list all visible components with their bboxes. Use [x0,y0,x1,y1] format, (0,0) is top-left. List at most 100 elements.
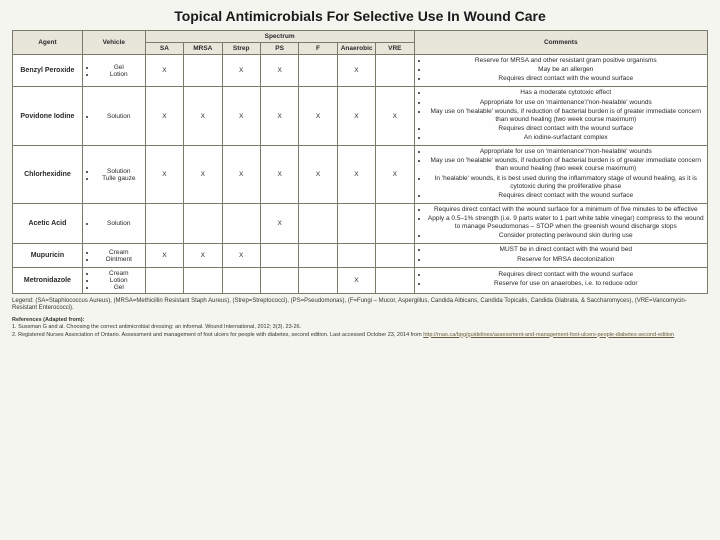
spectrum-cell-strep: X [222,55,260,87]
table-row: ChlorhexidineSolutionTulle gauzeXXXXXXXA… [13,146,708,204]
table-row: Benzyl PeroxideGelLotionXXXXReserve for … [13,55,708,87]
spectrum-cell-f [299,55,337,87]
spectrum-cell-vre [376,203,414,244]
table-row: Povidone IodineSolutionXXXXXXXHas a mode… [13,87,708,146]
reference-2: 2. Registered Nurses Association of Onta… [12,332,708,339]
spectrum-cell-sa: X [145,87,183,146]
spectrum-cell-anaerobic: X [337,55,375,87]
spectrum-cell-sa: X [145,146,183,204]
vehicle-item: Solution [96,220,142,227]
vehicle-item: Gel [96,64,142,71]
comment-item: May be an allergen [428,66,704,74]
comments-cell: Requires direct contact with the wound s… [414,267,707,293]
spectrum-cell-ps: X [260,146,298,204]
comment-item: Appropriate for use on 'maintenance'/'no… [428,99,704,107]
comment-item: MUST be in direct contact with the wound… [428,246,704,254]
reference-1: 1. Sussman G and al. Choosing the correc… [12,324,708,331]
spectrum-cell-sa [145,267,183,293]
spectrum-cell-anaerobic [337,244,375,267]
vehicle-item: Tulle gauze [96,175,142,182]
comment-item: Apply a 0.5–1% strength (i.e. 9 parts wa… [428,215,704,231]
agent-cell: Benzyl Peroxide [13,55,83,87]
spectrum-cell-vre [376,55,414,87]
comment-item: Appropriate for use on 'maintenance'/'no… [428,148,704,156]
antimicrobials-table: Agent Vehicle Spectrum Comments SA MRSA … [12,30,708,294]
spectrum-cell-vre [376,267,414,293]
vehicle-item: Cream [96,249,142,256]
spectrum-cell-strep: X [222,146,260,204]
header-spectrum: Spectrum [145,31,414,43]
comment-item: May use on 'healable' wounds, if reducti… [428,108,704,124]
comments-cell: Reserve for MRSA and other resistant gra… [414,55,707,87]
spectrum-cell-vre: X [376,146,414,204]
comment-item: Requires direct contact with the wound s… [428,271,704,279]
header-strep: Strep [222,43,260,55]
comments-cell: Has a moderate cytotoxic effectAppropria… [414,87,707,146]
spectrum-cell-mrsa [184,55,222,87]
comment-item: Reserve for MRSA decolonization [428,256,704,264]
comments-cell: MUST be in direct contact with the wound… [414,244,707,267]
spectrum-cell-mrsa [184,203,222,244]
spectrum-cell-anaerobic: X [337,87,375,146]
table-row: MupuricinCreamOintmentXXXMUST be in dire… [13,244,708,267]
header-sa: SA [145,43,183,55]
spectrum-cell-strep: X [222,244,260,267]
spectrum-cell-anaerobic [337,203,375,244]
spectrum-cell-ps [260,244,298,267]
spectrum-cell-strep [222,203,260,244]
spectrum-cell-f [299,203,337,244]
header-vre: VRE [376,43,414,55]
legend-text: Legend: (SA=Staphlococcus Aureus), (MRSA… [12,298,708,314]
agent-cell: Acetic Acid [13,203,83,244]
spectrum-cell-f: X [299,87,337,146]
vehicle-cell: CreamOintment [82,244,145,267]
spectrum-cell-ps [260,267,298,293]
spectrum-cell-vre [376,244,414,267]
header-vehicle: Vehicle [82,31,145,55]
vehicle-cell: Solution [82,87,145,146]
agent-cell: Chlorhexidine [13,146,83,204]
vehicle-item: Gel [96,284,142,291]
header-f: F [299,43,337,55]
comment-item: Reserve for use on anaerobes, i.e. to re… [428,280,704,288]
reference-link[interactable]: http://rnao.ca/bpg/guidelines/assessment… [423,332,674,338]
header-comments: Comments [414,31,707,55]
comment-item: May use on 'healable' wounds, if reducti… [428,157,704,173]
spectrum-cell-mrsa: X [184,244,222,267]
spectrum-cell-ps: X [260,55,298,87]
spectrum-cell-sa [145,203,183,244]
header-ps: PS [260,43,298,55]
page-title: Topical Antimicrobials For Selective Use… [12,8,708,24]
spectrum-cell-f [299,267,337,293]
spectrum-cell-sa: X [145,55,183,87]
spectrum-cell-f [299,244,337,267]
agent-cell: Mupuricin [13,244,83,267]
vehicle-item: Lotion [96,71,142,78]
spectrum-cell-f: X [299,146,337,204]
spectrum-cell-mrsa [184,267,222,293]
header-anaerobic: Anaerobic [337,43,375,55]
vehicle-item: Solution [96,113,142,120]
spectrum-cell-sa: X [145,244,183,267]
table-row: Acetic Acid Solution X Requires direct cont… [13,203,708,244]
references: References (Adapted from): 1. Sussman G … [12,317,708,338]
spectrum-cell-anaerobic: X [337,146,375,204]
comments-cell: Appropriate for use on 'maintenance'/'no… [414,146,707,204]
agent-cell: Povidone Iodine [13,87,83,146]
comments-cell: Requires direct contact with the wound s… [414,203,707,244]
agent-cell: Metronidazole [13,267,83,293]
comment-item: Requires direct contact with the wound s… [428,192,704,200]
header-agent: Agent [13,31,83,55]
spectrum-cell-mrsa: X [184,146,222,204]
comment-item: Requires direct contact with the wound s… [428,206,704,214]
comment-item: An iodine-surfactant complex [428,134,704,142]
spectrum-cell-ps: X [260,203,298,244]
spectrum-cell-strep: X [222,87,260,146]
comment-item: Reserve for MRSA and other resistant gra… [428,57,704,65]
vehicle-item: Solution [96,168,142,175]
spectrum-cell-strep [222,267,260,293]
vehicle-item: Cream [96,270,142,277]
comment-item: Requires direct contact with the wound s… [428,75,704,83]
vehicle-cell: SolutionTulle gauze [82,146,145,204]
spectrum-cell-ps: X [260,87,298,146]
